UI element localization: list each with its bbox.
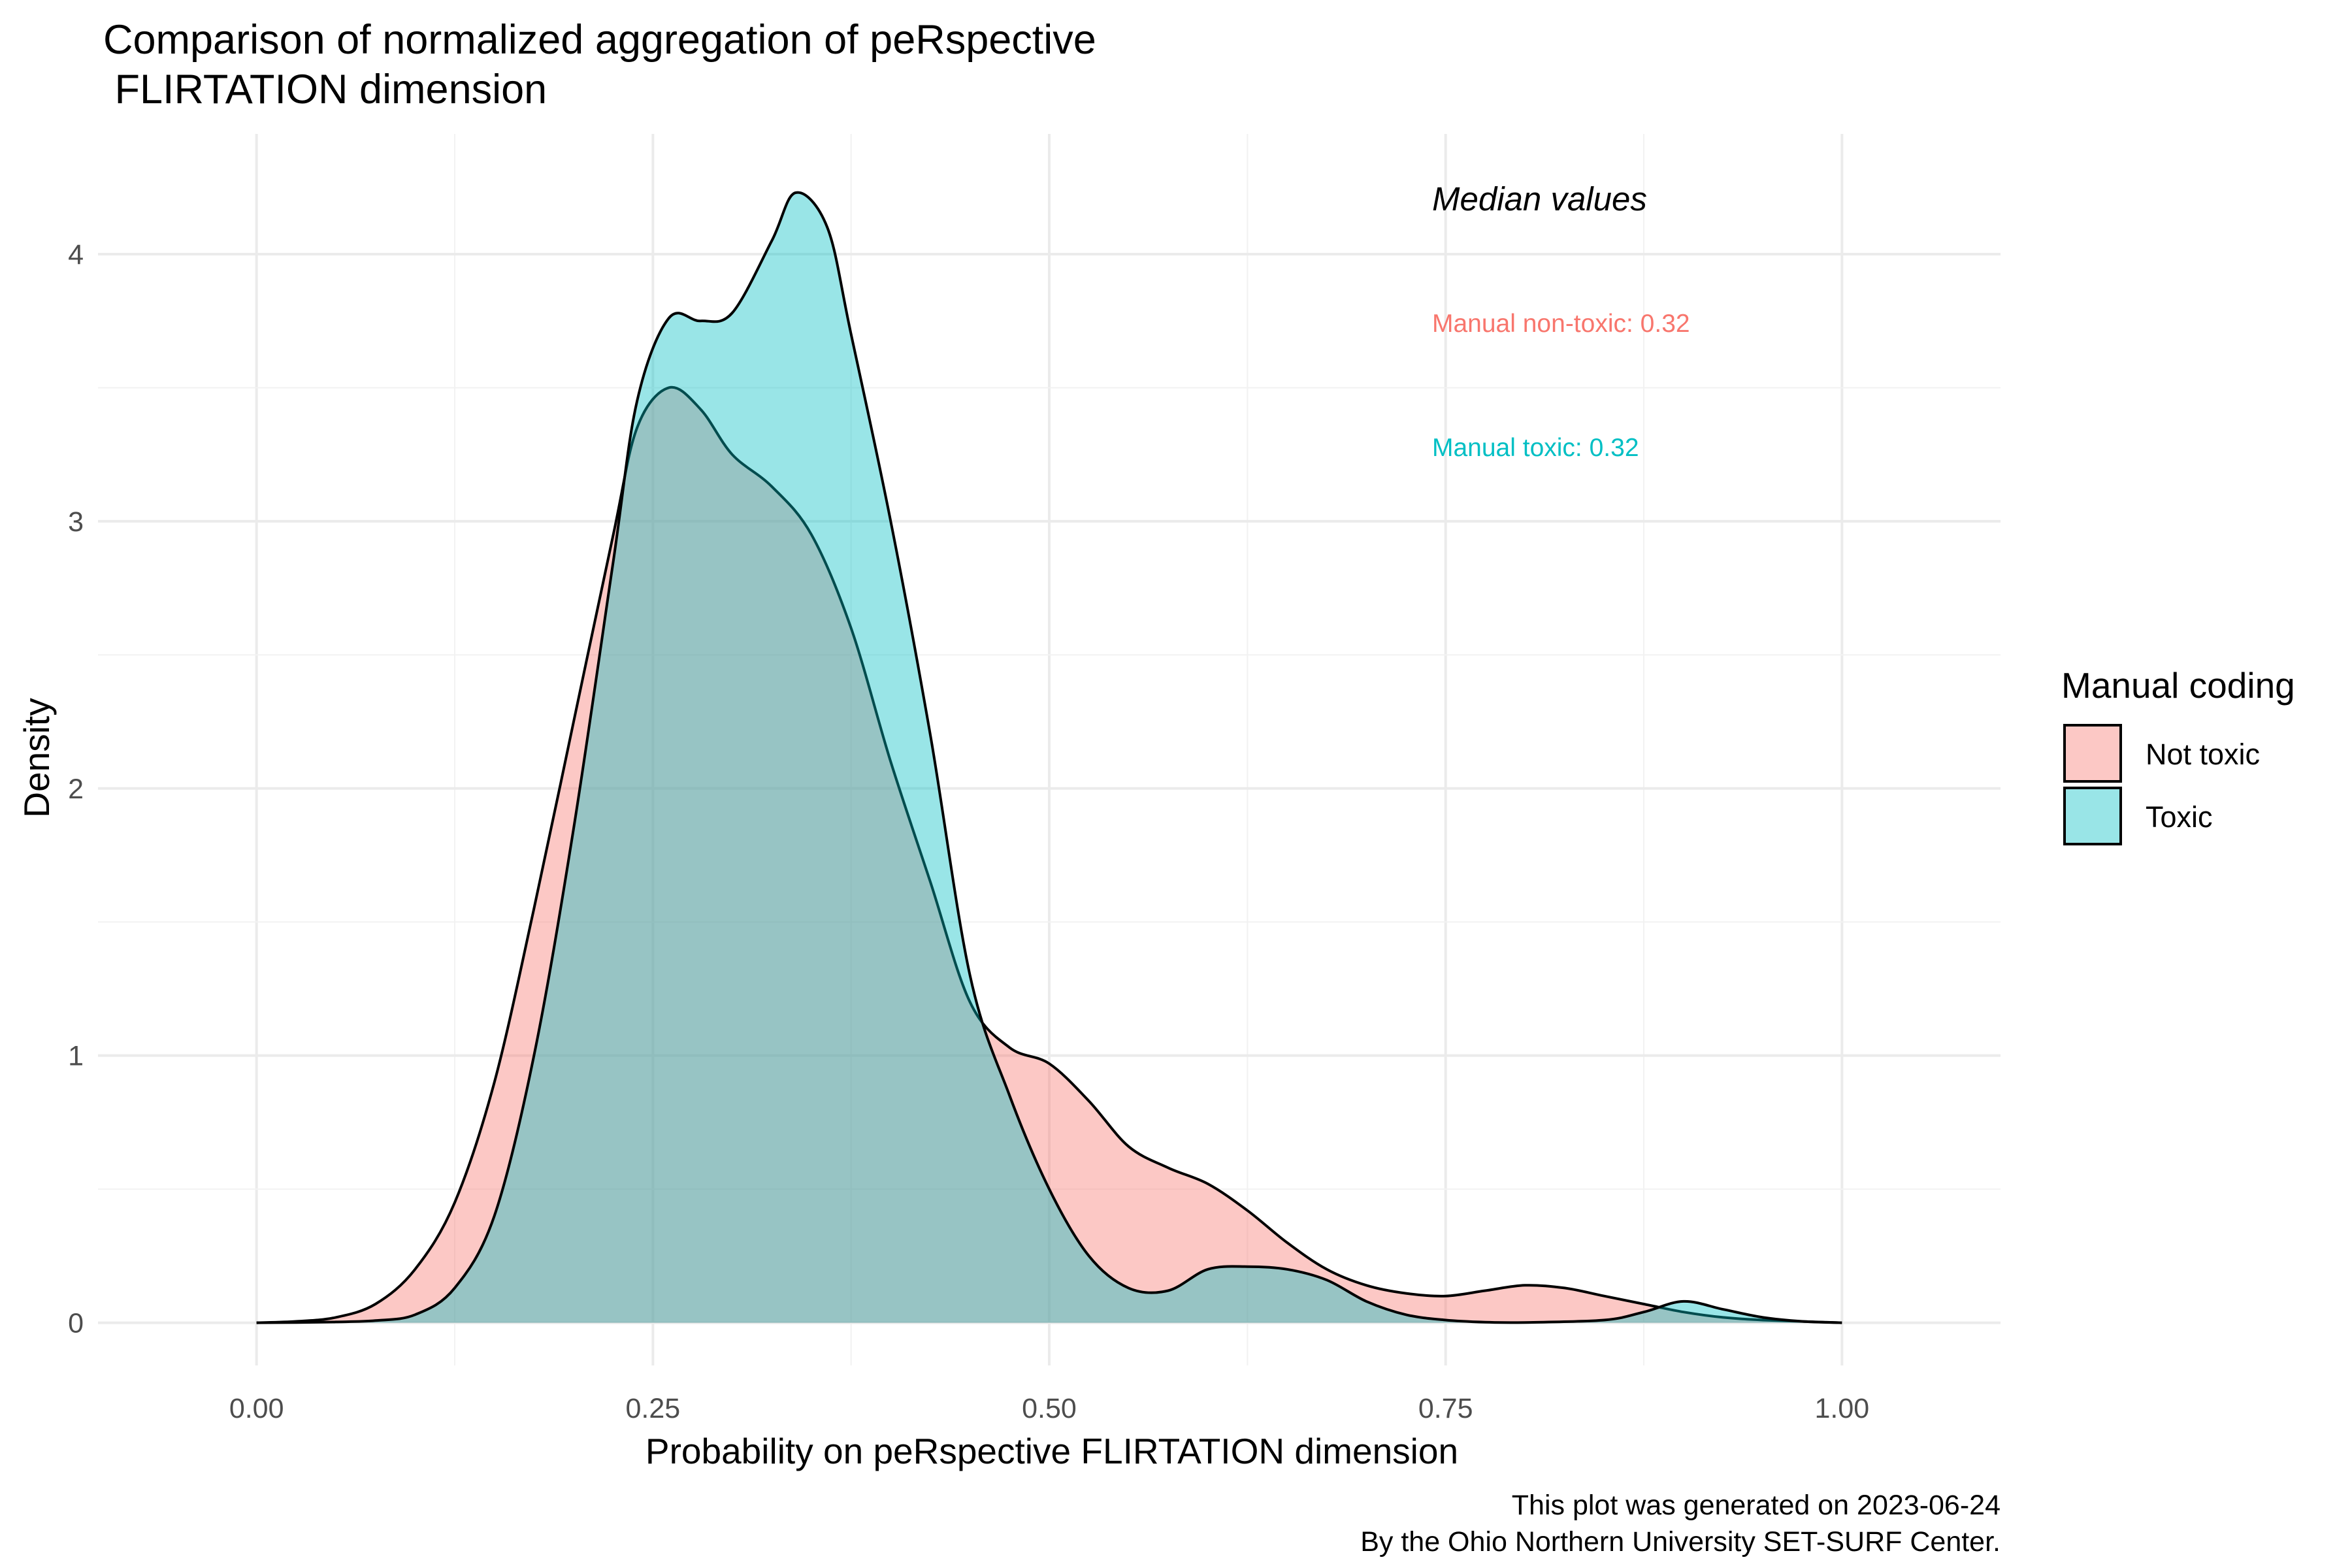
- y-tick-label: 1: [68, 1041, 84, 1072]
- caption-line-1: This plot was generated on 2023-06-24: [1512, 1490, 2001, 1521]
- legend-key-not-toxic: [2063, 724, 2122, 783]
- legend-title: Manual coding: [2061, 665, 2295, 706]
- median-non-toxic-label: Manual non-toxic: 0.32: [1432, 310, 1690, 338]
- grid-layer: [98, 134, 2001, 1365]
- density-area-not-toxic: [256, 387, 1842, 1323]
- x-tick-label: 0.00: [229, 1393, 284, 1424]
- y-tick-label: 3: [68, 506, 84, 538]
- median-toxic-label: Manual toxic: 0.32: [1432, 434, 1639, 462]
- density-areas: [256, 191, 1842, 1324]
- caption-line-2: By the Ohio Northern University SET-SURF…: [1360, 1526, 2001, 1558]
- density-outline-not-toxic: [256, 385, 1842, 1324]
- density-outline-toxic: [256, 191, 1842, 1324]
- median-values-heading: Median values: [1432, 180, 1647, 218]
- y-tick-label: 2: [68, 774, 84, 805]
- x-tick-label: 0.50: [1022, 1393, 1077, 1424]
- median-annotations: Median values Manual non-toxic: 0.32 Man…: [1432, 180, 1690, 462]
- axis-ticks: 0.00 0.25 0.50 0.75 1.00 0 1 2 3 4: [68, 239, 1869, 1424]
- x-tick-label: 0.25: [625, 1393, 680, 1424]
- legend-key-toxic: [2063, 787, 2122, 845]
- x-tick-label: 1.00: [1814, 1393, 1869, 1424]
- y-tick-label: 4: [68, 239, 84, 270]
- density-area-toxic: [256, 192, 1842, 1323]
- legend-label-toxic: Toxic: [2146, 800, 2213, 834]
- x-axis-title: Probability on peRspective FLIRTATION di…: [645, 1431, 1458, 1471]
- y-axis-title: Density: [16, 698, 57, 818]
- x-tick-label: 0.75: [1418, 1393, 1473, 1424]
- legend: Manual coding Not toxic Toxic: [2061, 665, 2295, 845]
- chart-title-line-2: FLIRTATION dimension: [103, 67, 547, 112]
- chart-title-line-1: Comparison of normalized aggregation of …: [103, 17, 1096, 63]
- legend-label-not-toxic: Not toxic: [2146, 738, 2260, 771]
- y-tick-label: 0: [68, 1308, 84, 1339]
